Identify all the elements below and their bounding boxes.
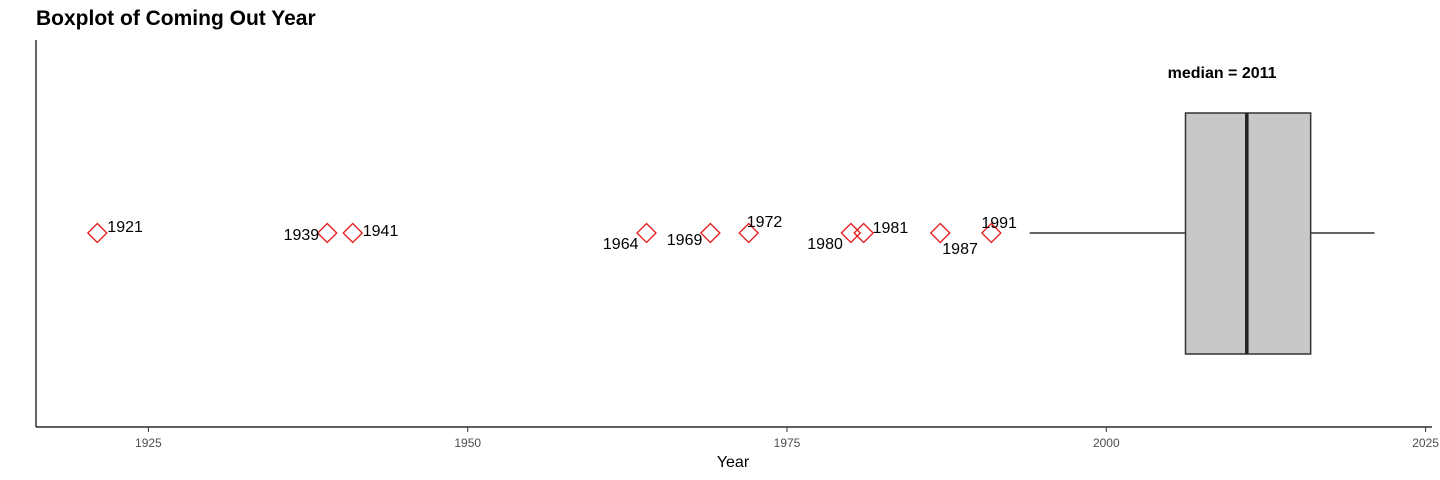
x-tick-label: 1925 bbox=[135, 436, 162, 450]
outlier-label: 1987 bbox=[942, 241, 978, 258]
x-tick-label: 2000 bbox=[1093, 436, 1120, 450]
x-axis-ticks: 1925 1950 1975 2000 2025 bbox=[135, 427, 1439, 450]
outlier-label: 1980 bbox=[807, 236, 843, 253]
box bbox=[1184, 112, 1312, 355]
outlier-label: 1939 bbox=[284, 227, 320, 244]
median-annotation: median = 2011 bbox=[1168, 65, 1277, 82]
x-tick-label: 2025 bbox=[1412, 436, 1439, 450]
outlier-point bbox=[342, 222, 364, 244]
x-tick-label: 1950 bbox=[454, 436, 481, 450]
outlier-point bbox=[840, 222, 862, 244]
outlier-label: 1972 bbox=[747, 214, 783, 231]
x-axis-title: Year bbox=[717, 454, 750, 471]
outlier-point bbox=[699, 222, 721, 244]
outlier-label: 1941 bbox=[363, 223, 399, 240]
outlier-point bbox=[86, 222, 108, 244]
outlier-point bbox=[316, 222, 338, 244]
chart-title: Boxplot of Coming Out Year bbox=[36, 7, 316, 30]
outlier-point bbox=[738, 222, 760, 244]
outlier-label: 1921 bbox=[107, 219, 143, 236]
outlier-point bbox=[980, 222, 1002, 244]
outlier-label: 1969 bbox=[667, 232, 703, 249]
outlier-label: 1991 bbox=[981, 215, 1017, 232]
outlier-point bbox=[636, 222, 657, 244]
outlier-point bbox=[853, 222, 875, 244]
outlier-label: 1981 bbox=[873, 220, 909, 237]
x-tick-label: 1975 bbox=[774, 436, 801, 450]
outlier-point bbox=[929, 222, 951, 244]
outlier-label: 1964 bbox=[603, 236, 639, 253]
